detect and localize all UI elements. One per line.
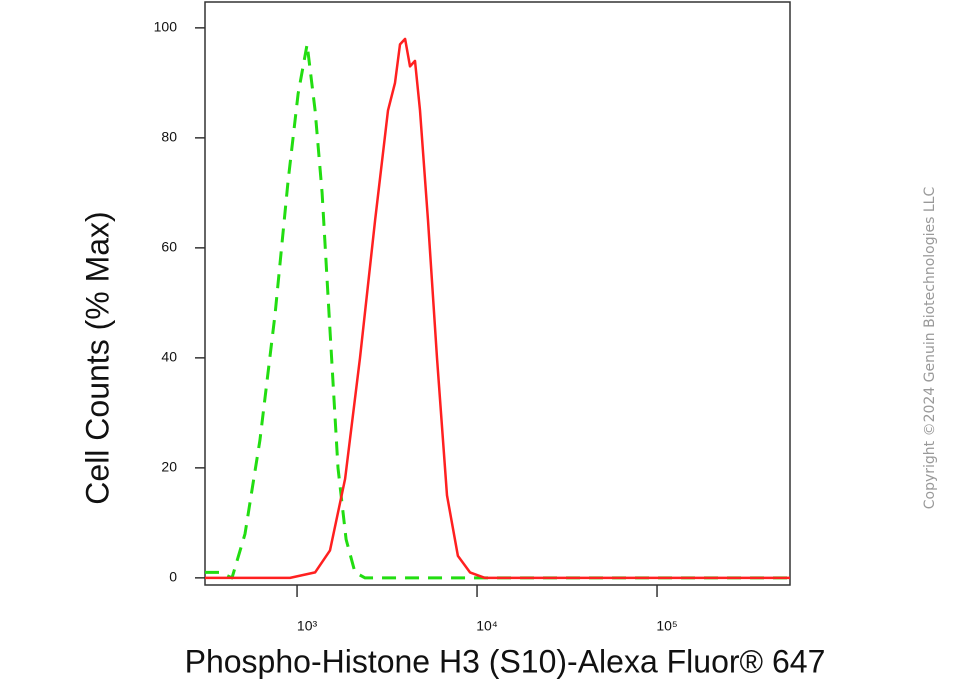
y-tick-label: 80 <box>161 129 177 145</box>
y-tick-label: 100 <box>154 19 178 35</box>
y-tick-label: 20 <box>161 459 177 475</box>
x-tick-label: 10⁴ <box>476 618 498 634</box>
histogram-line <box>205 42 790 580</box>
y-axis-title: Cell Counts (% Max) <box>79 211 115 504</box>
x-tick-label: 10⁵ <box>656 618 677 634</box>
y-tick-label: 40 <box>161 349 177 365</box>
histogram-line <box>205 37 790 580</box>
copyright: Copyright ©2024 Genuin Biotechnologies L… <box>922 187 938 510</box>
x-tick-label: 10³ <box>297 618 318 634</box>
y-tick-label: 0 <box>169 569 177 585</box>
plot-frame <box>204 1 791 586</box>
x-axis-title: Phospho-Histone H3 (S10)-Alexa Fluor® 64… <box>185 643 826 679</box>
y-tick-label: 60 <box>161 239 177 255</box>
